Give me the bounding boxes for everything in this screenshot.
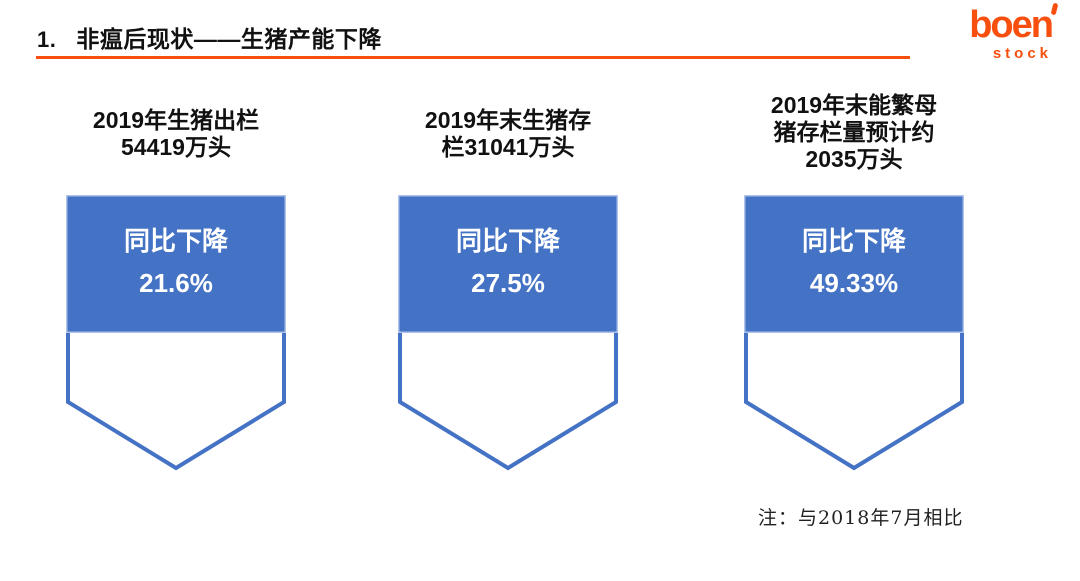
column-3-header: 2019年末能繁母 猪存栏量预计约 2035万头 (704, 80, 1004, 184)
banner-2-label: 同比下降 (455, 226, 560, 256)
pennant-shape-icon (66, 195, 286, 471)
banner-3-text: 同比下降 49.33% (744, 195, 964, 332)
banner-pennant-1: 同比下降 21.6% (66, 195, 286, 471)
column-1-header-line: 2019年生猪出栏 (92, 107, 260, 133)
column-3-header-line: 2035万头 (805, 145, 903, 172)
banner-3-label: 同比下降 (801, 226, 906, 256)
logo-wordmark: boen (969, 2, 1059, 46)
column-3-header-line: 猪存栏量预计约 (773, 118, 935, 145)
banner-3-value: 49.33% (809, 268, 899, 298)
banner-1-value: 21.6% (139, 268, 213, 298)
title-underline (36, 56, 910, 59)
title-number: 1. (37, 27, 57, 52)
column-1-header-line: 54419万头 (121, 134, 231, 160)
banner-1-text: 同比下降 21.6% (66, 195, 286, 332)
footnote: 注：与2018年7月相比 (758, 507, 964, 529)
column-3-header-line: 2019年末能繁母 (770, 91, 938, 118)
banner-2-value: 27.5% (471, 268, 545, 298)
pennant-shape-icon (398, 195, 618, 471)
banner-2-text: 同比下降 27.5% (398, 195, 618, 332)
page-title: 1. 非瘟后现状——生猪产能下降 (37, 20, 382, 54)
logo-tagline: stock (992, 45, 1052, 62)
column-2-header: 2019年末生猪存 栏31041万头 (358, 84, 658, 184)
pennant-shape-icon (744, 195, 964, 471)
title-text: 非瘟后现状——生猪产能下降 (76, 26, 382, 52)
banner-pennant-2: 同比下降 27.5% (398, 195, 618, 471)
column-2-header-line: 栏31041万头 (441, 134, 575, 160)
banner-1-label: 同比下降 (123, 226, 228, 256)
column-1-header: 2019年生猪出栏 54419万头 (26, 84, 326, 184)
logo: boen stock (969, 2, 1059, 62)
logo-text: boen (969, 4, 1054, 46)
banner-pennant-3: 同比下降 49.33% (744, 195, 964, 471)
column-2-header-line: 2019年末生猪存 (424, 107, 592, 133)
